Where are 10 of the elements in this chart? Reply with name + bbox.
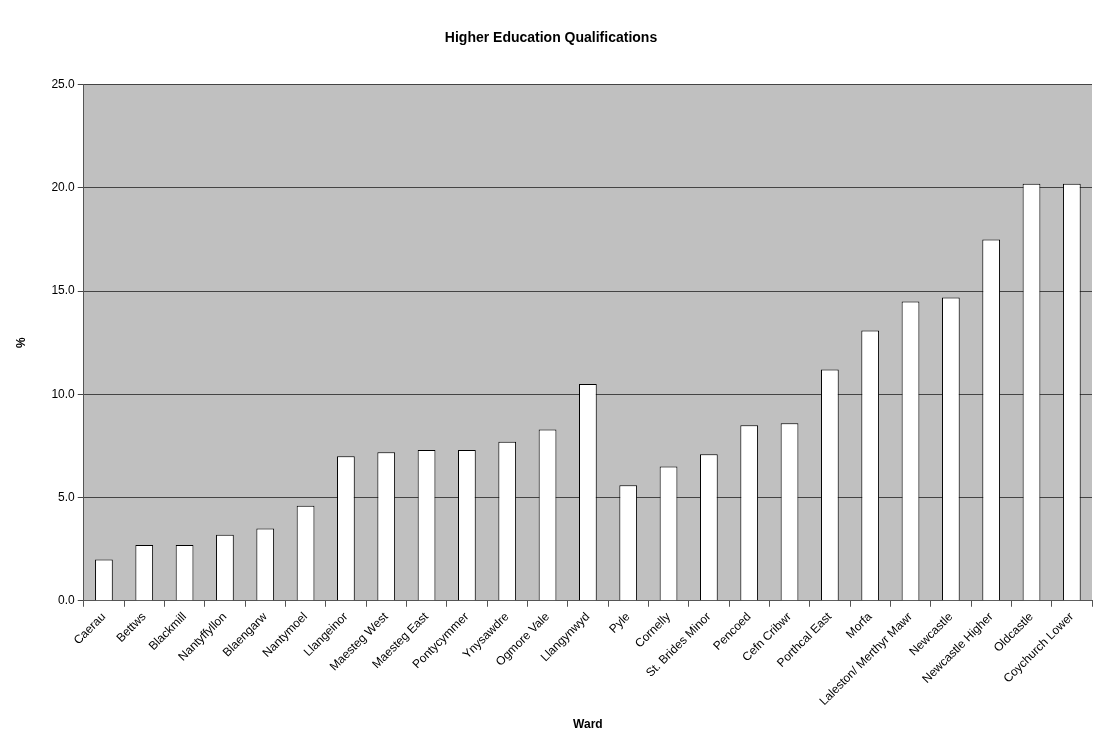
- x-tick-label: Pyle: [606, 609, 633, 636]
- y-tick-label: 15.0: [51, 283, 76, 298]
- y-axis-title: %: [13, 337, 28, 349]
- y-tick-label: 0.0: [58, 593, 76, 608]
- y-tick-label: 10.0: [51, 386, 76, 401]
- y-tick-label: 20.0: [51, 180, 76, 195]
- chart-title: Higher Education Qualifications: [444, 29, 658, 46]
- y-tick-label: 5.0: [58, 489, 76, 504]
- y-tick-label: 25.0: [51, 77, 76, 92]
- x-axis-title: Ward: [573, 717, 603, 732]
